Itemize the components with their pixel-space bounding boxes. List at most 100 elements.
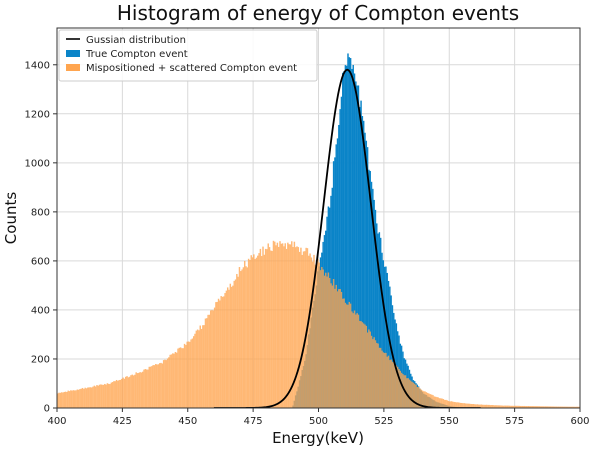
histogram-bar <box>229 283 232 408</box>
histogram-bar <box>117 380 119 408</box>
histogram-bar <box>523 405 526 408</box>
histogram-bar <box>294 247 297 408</box>
histogram-bar <box>461 402 463 408</box>
histogram-bar <box>113 381 115 408</box>
histogram-bar <box>347 304 349 408</box>
legend-gaussian-label: Gussian distribution <box>86 35 186 46</box>
histogram-bar <box>293 241 296 408</box>
histogram-bar <box>471 404 473 408</box>
histogram-bar <box>446 400 449 408</box>
histogram-bar <box>190 339 192 408</box>
histogram-bar <box>194 333 196 408</box>
histogram-bar <box>402 374 404 408</box>
histogram-bar <box>423 391 425 408</box>
histogram-bar <box>352 313 354 408</box>
histogram-bar <box>364 132 366 408</box>
histogram-bar <box>283 246 285 408</box>
histogram-bar <box>221 296 224 408</box>
histogram-bar <box>441 398 443 408</box>
histogram-bar <box>225 290 228 408</box>
histogram-bar <box>564 406 566 408</box>
histogram-bar <box>543 406 545 408</box>
histogram-bar <box>254 259 256 408</box>
histogram-bar <box>356 85 358 408</box>
histogram-bar <box>280 243 283 408</box>
histogram-bar <box>219 300 221 408</box>
histogram-bar <box>59 392 62 408</box>
histogram-bar <box>351 311 353 408</box>
histogram-bar <box>505 405 507 408</box>
histogram-bar <box>151 366 153 408</box>
histogram-bar <box>285 248 288 408</box>
histogram-bar <box>302 251 305 408</box>
histogram-bar <box>356 313 358 408</box>
histogram-bar <box>202 325 204 408</box>
histogram-bar <box>209 310 212 408</box>
legend: Gussian distribution True Compton event … <box>58 29 318 82</box>
histogram-bar <box>366 332 369 408</box>
histogram-bar <box>373 337 375 408</box>
histogram-bar <box>517 405 519 408</box>
histogram-bar <box>419 388 421 408</box>
histogram-bar <box>437 397 439 408</box>
histogram-bar <box>260 256 263 408</box>
histogram-bar <box>381 350 383 408</box>
histogram-bar <box>124 376 127 408</box>
x-axis: 400 425 450 475 500 525 550 575 600 <box>47 408 590 427</box>
histogram-bar <box>442 399 445 408</box>
histogram-bar <box>555 406 557 408</box>
histogram-bar <box>250 255 252 408</box>
histogram-bar <box>158 363 161 408</box>
histogram-bar <box>462 403 464 408</box>
histogram-bar <box>247 258 250 408</box>
histogram-bar <box>548 406 551 408</box>
histogram-bar <box>359 320 361 408</box>
histogram-bar <box>243 260 246 408</box>
histogram-bar <box>220 296 222 408</box>
histogram-bar <box>332 279 335 408</box>
histogram-bar <box>309 253 311 408</box>
histogram-bar <box>497 405 500 408</box>
histogram-bar <box>321 267 323 408</box>
histogram-bar <box>100 384 102 408</box>
histogram-bar <box>102 384 105 408</box>
histogram-bar <box>134 374 136 408</box>
histogram-bar <box>68 391 71 408</box>
histogram-bar <box>336 291 339 408</box>
histogram-bar <box>240 271 242 408</box>
histogram-bar <box>365 325 368 408</box>
histogram-bar <box>538 406 540 408</box>
histogram-bar <box>378 232 381 408</box>
histogram-bar <box>292 246 294 408</box>
histogram-bar <box>328 277 331 408</box>
histogram-bar <box>217 298 220 408</box>
histogram-bar <box>258 253 260 408</box>
histogram-bar <box>140 372 143 408</box>
histogram-bar <box>345 304 348 408</box>
histogram-bar <box>104 383 106 408</box>
histogram-bar <box>149 366 152 408</box>
histogram-bar <box>349 58 352 408</box>
histogram-bar <box>476 404 479 408</box>
histogram-bar <box>127 377 130 408</box>
histogram-bar <box>145 369 148 408</box>
histogram-bar <box>131 374 133 408</box>
histogram-bar <box>540 406 543 408</box>
histogram-bar <box>160 362 162 408</box>
histogram-bar <box>304 251 306 408</box>
y-tick-label: 1200 <box>25 109 50 120</box>
histogram-bar <box>340 291 343 408</box>
histogram-bar <box>267 243 269 408</box>
histogram-bar <box>522 405 524 408</box>
histogram-bar <box>339 289 341 408</box>
x-axis-label: Energy(keV) <box>272 429 364 447</box>
histogram-bar <box>63 391 65 408</box>
histogram-bar <box>249 260 251 408</box>
histogram-bar <box>445 399 447 408</box>
histogram-bar <box>259 248 262 408</box>
histogram-bar <box>166 358 169 408</box>
histogram-bar <box>389 360 391 408</box>
histogram-bar <box>187 341 190 408</box>
histogram-bar <box>432 395 434 408</box>
